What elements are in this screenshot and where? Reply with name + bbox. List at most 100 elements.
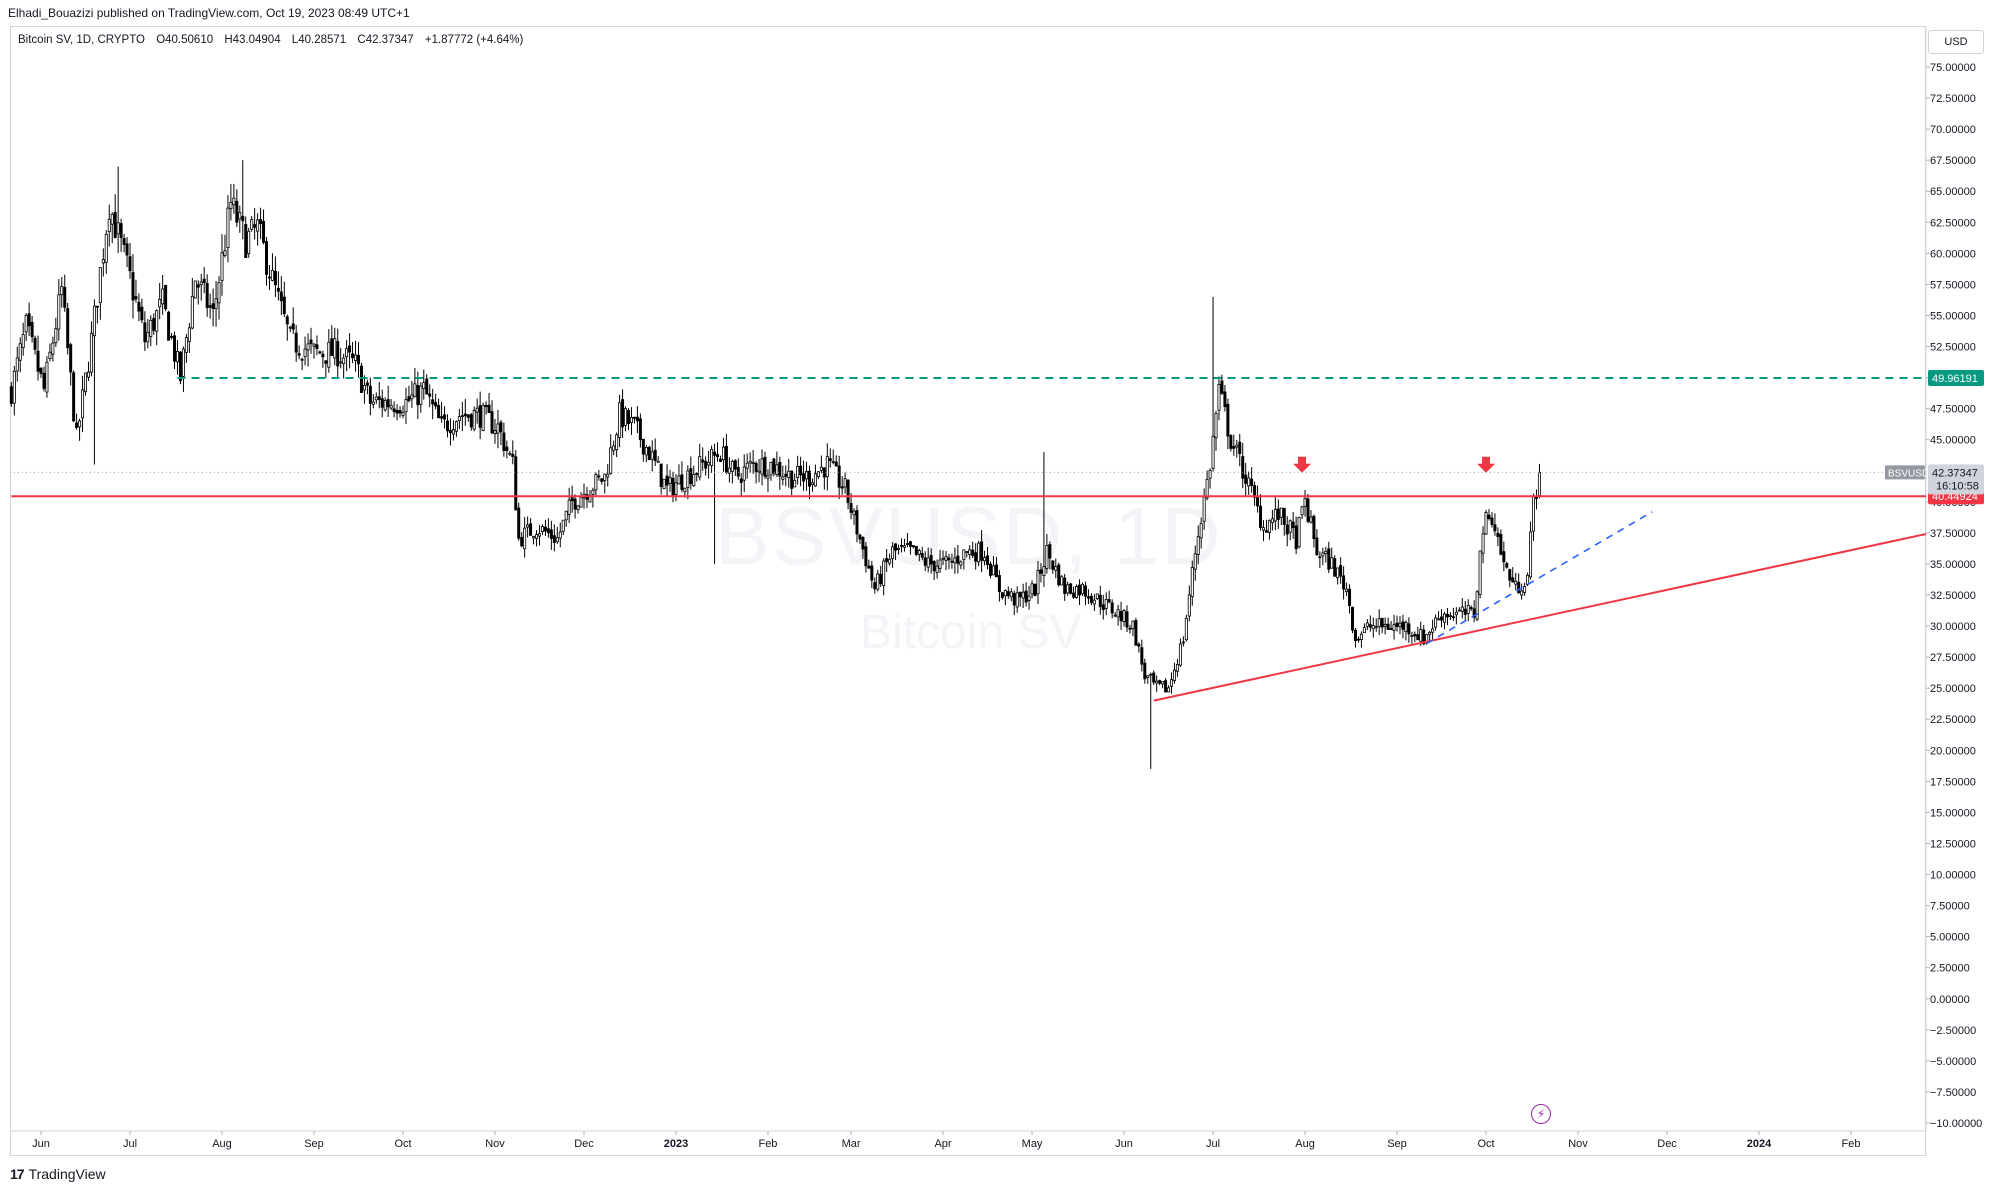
candle-body[interactable] bbox=[1181, 641, 1185, 644]
candle-body[interactable] bbox=[1042, 566, 1046, 576]
candle-body[interactable] bbox=[867, 565, 871, 569]
candle-body[interactable] bbox=[879, 573, 883, 585]
candle-body[interactable] bbox=[989, 563, 993, 576]
candle-body[interactable] bbox=[247, 230, 251, 254]
candle-body[interactable] bbox=[1434, 617, 1438, 628]
candle-body[interactable] bbox=[520, 537, 524, 547]
candle-body[interactable] bbox=[312, 343, 316, 347]
candle-body[interactable] bbox=[1244, 474, 1248, 484]
candle-body[interactable] bbox=[834, 461, 838, 467]
candle-body[interactable] bbox=[175, 350, 179, 363]
candle-body[interactable] bbox=[18, 343, 22, 361]
candle-body[interactable] bbox=[742, 466, 746, 481]
candle-body[interactable] bbox=[152, 318, 156, 331]
candle-body[interactable] bbox=[1045, 545, 1049, 569]
candle-body[interactable] bbox=[1460, 606, 1464, 612]
candle-body[interactable] bbox=[597, 475, 601, 478]
candle-body[interactable] bbox=[923, 557, 927, 566]
candle-body[interactable] bbox=[994, 564, 998, 578]
candle-body[interactable] bbox=[1178, 643, 1182, 666]
candle-body[interactable] bbox=[1167, 687, 1171, 693]
candle-body[interactable] bbox=[1187, 594, 1191, 617]
candle-body[interactable] bbox=[336, 341, 340, 367]
candle-body[interactable] bbox=[1339, 565, 1343, 577]
candle-body[interactable] bbox=[1297, 516, 1301, 548]
candle-body[interactable] bbox=[576, 505, 580, 511]
candle-body[interactable] bbox=[315, 344, 319, 349]
candle-body[interactable] bbox=[704, 460, 708, 469]
candle-body[interactable] bbox=[259, 219, 263, 225]
candle-body[interactable] bbox=[1484, 512, 1488, 535]
candle-body[interactable] bbox=[532, 536, 536, 539]
candle-body[interactable] bbox=[861, 537, 865, 550]
candle-body[interactable] bbox=[1069, 583, 1073, 594]
candle-body[interactable] bbox=[1431, 628, 1435, 633]
candle-body[interactable] bbox=[1256, 497, 1260, 507]
candle-body[interactable] bbox=[45, 361, 49, 393]
candle-body[interactable] bbox=[339, 361, 343, 364]
candle-body[interactable] bbox=[386, 399, 390, 408]
candle-body[interactable] bbox=[21, 334, 25, 349]
candle-body[interactable] bbox=[606, 473, 610, 478]
candle-body[interactable] bbox=[362, 385, 366, 391]
candle-body[interactable] bbox=[1119, 610, 1123, 622]
candle-body[interactable] bbox=[1080, 583, 1084, 595]
candle-body[interactable] bbox=[466, 414, 470, 418]
candle-body[interactable] bbox=[1342, 575, 1346, 590]
candle-body[interactable] bbox=[1164, 680, 1168, 693]
candle-body[interactable] bbox=[101, 259, 105, 264]
candle-body[interactable] bbox=[167, 311, 171, 341]
candle-body[interactable] bbox=[1532, 495, 1536, 532]
candle-body[interactable] bbox=[389, 404, 393, 409]
candle-body[interactable] bbox=[1158, 680, 1162, 684]
candle-body[interactable] bbox=[1273, 508, 1277, 522]
candle-body[interactable] bbox=[1333, 558, 1337, 577]
candle-body[interactable] bbox=[1537, 471, 1541, 496]
candle-body[interactable] bbox=[184, 337, 188, 353]
candle-body[interactable] bbox=[537, 533, 541, 537]
candle-body[interactable] bbox=[9, 386, 13, 404]
candle-body[interactable] bbox=[751, 462, 755, 464]
candle-body[interactable] bbox=[873, 582, 877, 590]
candle-body[interactable] bbox=[662, 478, 666, 490]
tradingview-logo[interactable]: 17 TradingView bbox=[10, 1166, 106, 1182]
candle-body[interactable] bbox=[137, 301, 141, 312]
candle-body[interactable] bbox=[911, 545, 915, 548]
candle-body[interactable] bbox=[579, 496, 583, 508]
candle-body[interactable] bbox=[502, 432, 506, 451]
candle-body[interactable] bbox=[505, 446, 509, 451]
candle-body[interactable] bbox=[603, 473, 607, 481]
candle-body[interactable] bbox=[1291, 521, 1295, 529]
candle-body[interactable] bbox=[1015, 592, 1019, 608]
candle-body[interactable] bbox=[1336, 567, 1340, 579]
candle-body[interactable] bbox=[1214, 413, 1218, 439]
candle-body[interactable] bbox=[217, 282, 221, 304]
candle-body[interactable] bbox=[1502, 551, 1506, 563]
candle-body[interactable] bbox=[499, 421, 503, 433]
bolt-icon[interactable]: ⚡ bbox=[1531, 1104, 1551, 1124]
candle-body[interactable] bbox=[864, 546, 868, 567]
candle-body[interactable] bbox=[950, 560, 954, 563]
candle-body[interactable] bbox=[1499, 534, 1503, 555]
candle-body[interactable] bbox=[787, 470, 791, 478]
candle-body[interactable] bbox=[784, 473, 788, 477]
candle-body[interactable] bbox=[1526, 574, 1530, 585]
candle-body[interactable] bbox=[1261, 527, 1265, 531]
candle-body[interactable] bbox=[1327, 548, 1331, 570]
candle-body[interactable] bbox=[398, 410, 402, 414]
candle-body[interactable] bbox=[1371, 625, 1375, 630]
candle-body[interactable] bbox=[1057, 564, 1061, 586]
candle-body[interactable] bbox=[775, 464, 779, 476]
candle-body[interactable] bbox=[460, 415, 464, 418]
candle-body[interactable] bbox=[270, 269, 274, 281]
candle-body[interactable] bbox=[1072, 592, 1076, 598]
candle-body[interactable] bbox=[944, 556, 948, 561]
candle-body[interactable] bbox=[267, 276, 271, 279]
candle-body[interactable] bbox=[1134, 620, 1138, 646]
candle-body[interactable] bbox=[573, 498, 577, 510]
candle-body[interactable] bbox=[1149, 673, 1153, 676]
candle-body[interactable] bbox=[1223, 391, 1227, 408]
candle-body[interactable] bbox=[187, 327, 191, 342]
candle-body[interactable] bbox=[57, 294, 61, 330]
candle-body[interactable] bbox=[600, 478, 604, 482]
